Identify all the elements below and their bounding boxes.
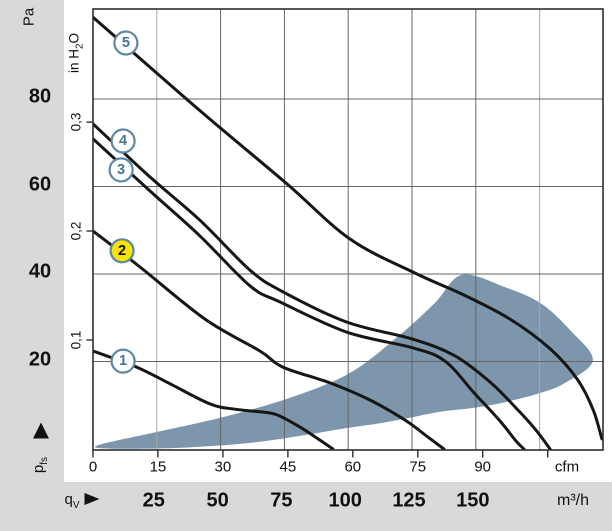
curve-badge-number: 4	[119, 133, 127, 149]
fan-curve-2	[93, 229, 446, 450]
curve-badge-number: 2	[118, 243, 126, 259]
plot-border	[92, 8, 604, 451]
curve-badge-3: 3	[108, 157, 134, 183]
curve-badge-circle	[109, 238, 135, 264]
curve-badge-circle	[110, 128, 136, 154]
operating-region	[94, 274, 593, 449]
fan-curve-3	[93, 137, 526, 450]
curve-badge-circle	[110, 348, 136, 374]
curve-badge-4: 4	[110, 128, 136, 154]
fan-curve-4	[93, 122, 552, 450]
curve-badge-number: 5	[122, 35, 130, 51]
curve-badge-1: 1	[110, 348, 136, 374]
curve-badge-2: 2	[109, 238, 135, 264]
curve-badge-circle	[113, 30, 139, 56]
curve-badge-5: 5	[113, 30, 139, 56]
curve-badge-number: 3	[117, 162, 125, 178]
fan-curve-1	[93, 349, 335, 450]
curve-badge-circle	[108, 157, 134, 183]
curve-badge-number: 1	[119, 353, 127, 369]
fan-curve-5	[93, 15, 603, 441]
